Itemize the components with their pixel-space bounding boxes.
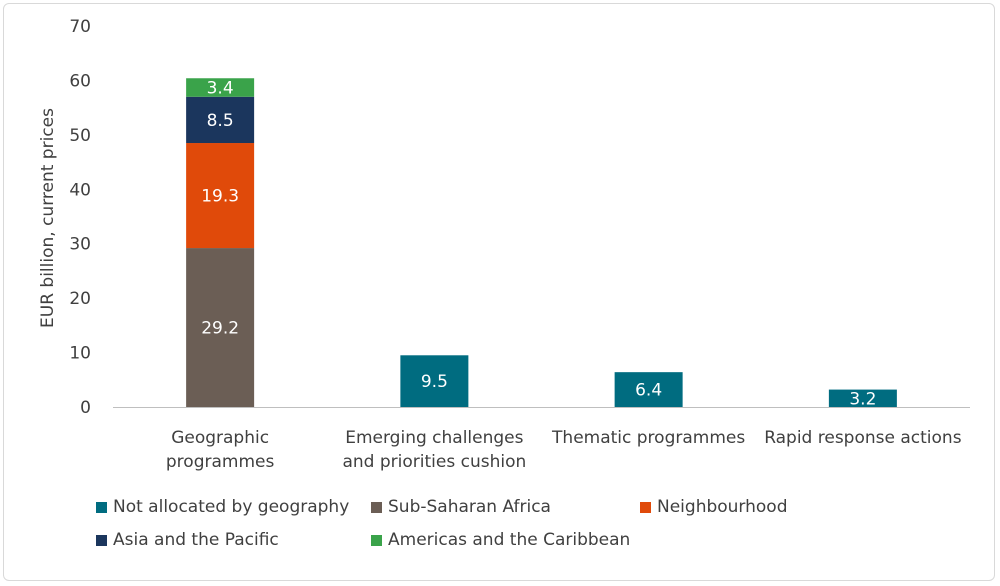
legend-item: Sub-Saharan Africa (371, 497, 551, 517)
bar-segment (828, 389, 897, 407)
category-label: Rapid response actions (764, 428, 962, 448)
stacked-bar-chart: 0 10 20 30 40 50 60 70 EUR billion, current pri… (38, 17, 970, 472)
y-tick-label: 10 (69, 344, 91, 364)
y-tick-label: 70 (69, 17, 91, 37)
category-label: Emerging challenges and priorities cushio… (342, 428, 526, 472)
legend-label: Asia and the Pacific (113, 530, 279, 550)
legend-label: Not allocated by geography (113, 497, 350, 517)
legend-item: Asia and the Pacific (96, 530, 279, 550)
legend: Not allocated by geography Sub-Saharan Af… (96, 497, 956, 567)
legend-item: Neighbourhood (640, 497, 788, 517)
bar-segment (186, 248, 255, 407)
data-label: 9.5 (421, 372, 448, 392)
legend-label: Neighbourhood (657, 497, 788, 517)
data-label: 8.5 (207, 111, 234, 131)
data-label: 29.2 (201, 319, 239, 339)
category-label: Geographic programmes (166, 428, 275, 472)
legend-label: Sub-Saharan Africa (388, 497, 551, 517)
legend-swatch (96, 534, 107, 546)
legend-item: Americas and the Caribbean (371, 530, 630, 550)
y-tick-label: 50 (69, 126, 91, 146)
bar-segment (186, 96, 255, 144)
data-label: 19.3 (201, 187, 239, 207)
legend-label: Americas and the Caribbean (388, 530, 631, 550)
bar-segment (186, 143, 255, 249)
data-label: 3.2 (849, 389, 876, 409)
y-tick-label: 20 (69, 289, 91, 309)
y-tick-label: 40 (69, 180, 91, 200)
bars: 29.2 19.3 8.5 3.4 9.5 6.4 3.2 (186, 78, 897, 409)
y-axis-ticks: 0 10 20 30 40 50 60 70 (69, 17, 91, 418)
data-label: 3.4 (207, 79, 234, 99)
legend-swatch (371, 501, 382, 513)
legend-item: Not allocated by geography (96, 497, 349, 517)
legend-swatch (96, 501, 107, 513)
legend-swatch (640, 501, 651, 513)
y-tick-label: 60 (69, 71, 91, 91)
bar-segment (614, 372, 683, 407)
category-label: Thematic programmes (551, 428, 745, 448)
legend-swatch (371, 534, 382, 546)
y-axis-title: EUR billion, current prices (38, 108, 58, 328)
y-tick-label: 30 (69, 235, 91, 255)
y-tick-label: 0 (80, 398, 91, 418)
category-labels: Geographic programmes Emerging challenges a… (166, 428, 962, 472)
bar-segment (186, 78, 255, 97)
data-label: 6.4 (635, 381, 662, 401)
chart-frame (3, 3, 995, 581)
bar-segment (400, 355, 469, 407)
